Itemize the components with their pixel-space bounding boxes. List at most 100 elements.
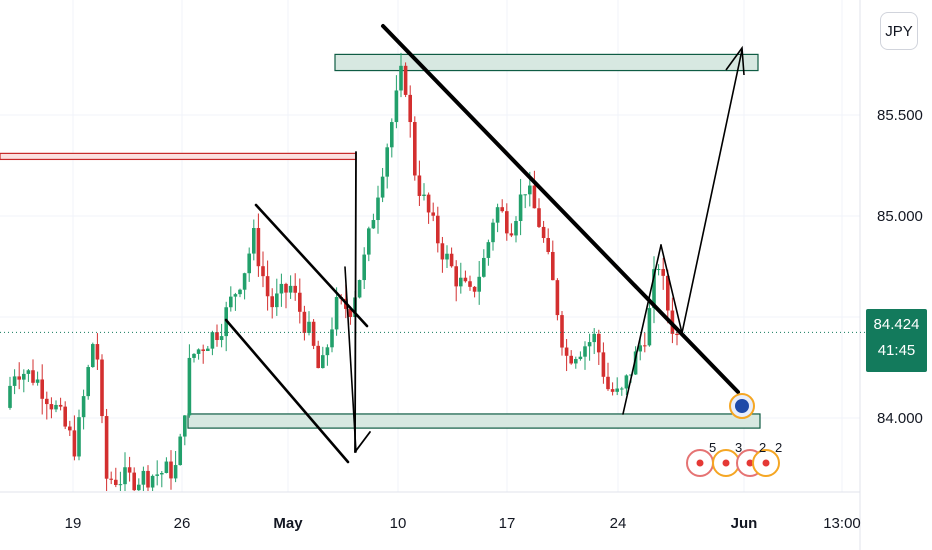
- drawings: [0, 24, 866, 464]
- candle-body: [127, 467, 132, 473]
- candle-body: [514, 220, 518, 236]
- candle-body: [316, 345, 320, 369]
- candle-body: [652, 269, 656, 309]
- candle-body: [431, 212, 435, 216]
- candle-body: [229, 296, 233, 308]
- candle-body: [643, 345, 647, 347]
- candle-body: [178, 436, 182, 466]
- candle-body: [578, 356, 583, 360]
- currency-badge[interactable]: JPY: [880, 12, 918, 50]
- grid: [0, 0, 861, 550]
- candle-body: [298, 292, 302, 312]
- drop-arrow-head[interactable]: [354, 431, 371, 453]
- candle-body: [486, 242, 491, 258]
- target-arrow-head[interactable]: [725, 45, 745, 76]
- candle-body: [592, 333, 596, 343]
- candle-body: [371, 220, 376, 229]
- candle-body: [160, 473, 164, 475]
- projection-line[interactable]: [344, 266, 357, 453]
- candle-body: [445, 253, 449, 260]
- candle-body: [463, 277, 468, 282]
- candle-body: [187, 357, 192, 416]
- candle-body: [468, 281, 472, 287]
- wave-down-line[interactable]: [660, 244, 683, 334]
- candle-body: [293, 285, 297, 293]
- candle-body: [261, 266, 265, 277]
- y-tick-label: 85.500: [877, 107, 923, 124]
- candle-body: [601, 352, 606, 377]
- candle-body: [495, 207, 500, 223]
- candle-body: [81, 396, 86, 418]
- x-tick-label: 10: [390, 515, 407, 532]
- y-tick-label: 84.000: [877, 410, 923, 427]
- candle-body: [541, 226, 546, 239]
- candle-body: [661, 269, 665, 276]
- event-count-label: 2: [775, 440, 782, 455]
- candle-body: [555, 280, 560, 316]
- candle-body: [40, 379, 44, 399]
- resistance-zone: [0, 152, 357, 161]
- candle-body: [233, 294, 238, 297]
- candle-body: [104, 416, 109, 479]
- candle-body: [141, 470, 146, 485]
- candle-body: [169, 461, 173, 479]
- candle-body: [620, 388, 624, 390]
- candle-body: [500, 207, 504, 212]
- drop-arrow-shaft[interactable]: [354, 151, 357, 453]
- candle-body: [551, 251, 555, 281]
- candle-body: [325, 347, 330, 356]
- candle-body: [564, 347, 569, 356]
- candle-body: [615, 388, 619, 392]
- last-price-tag: 84.424 41:45: [866, 309, 927, 372]
- candle-body: [638, 345, 642, 352]
- channel-upper-line[interactable]: [254, 203, 369, 328]
- candle-body: [394, 90, 399, 123]
- candle-body: [270, 296, 274, 308]
- candle-body: [597, 333, 601, 353]
- candle-body: [183, 415, 187, 437]
- candle-body: [114, 479, 118, 485]
- zones: [0, 53, 761, 429]
- candle-body: [362, 254, 366, 281]
- candle-body: [505, 211, 509, 234]
- candle-body: [330, 329, 334, 348]
- candle-body: [403, 65, 408, 95]
- candle-body: [477, 276, 481, 292]
- wave-up-line[interactable]: [622, 244, 662, 415]
- candle-body: [532, 185, 537, 209]
- candle-body: [91, 344, 95, 368]
- target-arrow-shaft[interactable]: [681, 49, 743, 334]
- candle-body: [546, 238, 550, 252]
- event-count-label: 2: [759, 440, 766, 455]
- candle-body: [256, 228, 261, 267]
- x-tick-label: 26: [174, 515, 191, 532]
- x-tick-label: 24: [610, 515, 627, 532]
- candle-body: [284, 283, 288, 293]
- last-price-value: 84.424: [873, 316, 920, 333]
- candle-body: [137, 484, 141, 491]
- x-axis[interactable]: 19 26 May 10 17 24 Jun 13:00: [65, 515, 861, 532]
- candle-body: [417, 175, 422, 196]
- economic-event-dot: [696, 459, 704, 467]
- candle-body: [440, 243, 445, 260]
- candle-body: [238, 289, 242, 295]
- candle-body: [348, 308, 353, 317]
- channel-lower-line[interactable]: [224, 318, 350, 464]
- candle-body: [173, 465, 178, 479]
- main-descending-trendline[interactable]: [381, 24, 740, 394]
- candle-body: [132, 472, 136, 491]
- candle-body: [321, 355, 325, 369]
- x-tick-label: 19: [65, 515, 82, 532]
- candle-body: [459, 277, 463, 287]
- economic-event-dot: [722, 459, 730, 467]
- candle-body: [196, 349, 201, 354]
- candle-body: [334, 297, 339, 330]
- candle-body: [72, 430, 77, 457]
- candle-body: [58, 404, 63, 407]
- candle-body: [523, 194, 527, 196]
- candle-body: [100, 359, 104, 417]
- candle-body: [155, 474, 159, 476]
